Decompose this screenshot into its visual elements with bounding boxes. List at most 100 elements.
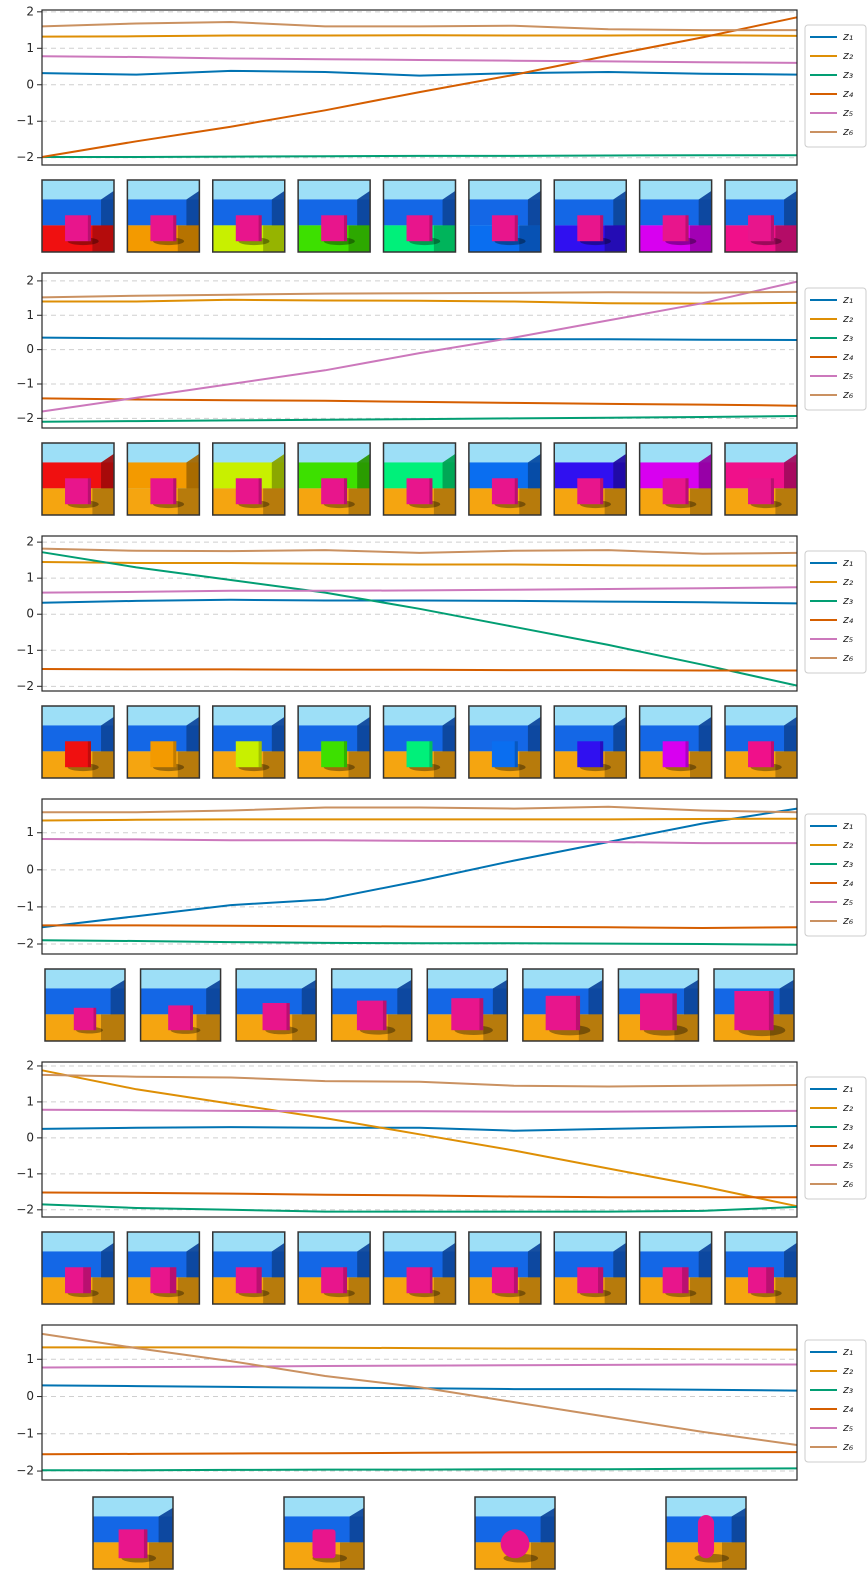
thumb-floor-shade [433,488,456,515]
legend-label: z₁ [842,293,853,306]
thumb-cube-side [173,741,177,768]
legend-label: z₂ [842,49,854,62]
series-line [42,805,798,814]
thumb-cube [321,741,348,768]
thumb-wall-side [731,1507,746,1548]
thumb-cube [262,1003,290,1031]
thumb-floor-shade [604,751,627,778]
thumb-cube-side [258,741,262,768]
thumb-cube-side [343,215,348,242]
legend-label: z₆ [842,651,854,664]
thumb-floor-shade [690,225,712,252]
thumb-frame [617,968,700,1042]
thumb-wall-side [186,453,200,494]
thumb-wall-shade [101,1242,114,1283]
thumb-wall-shade [527,190,541,231]
thumb-wall-shade [186,716,200,757]
thumb-cube-side [256,1267,262,1294]
y-tick-label: −2 [16,150,34,164]
thumb-wall-side [186,716,200,757]
y-tick-label: −1 [16,377,34,391]
legend-label: z₆ [842,914,854,927]
thumb-floor-shade [348,488,371,515]
thumbnail-strip [41,179,798,253]
legend-label: z₄ [842,613,854,626]
plot-frame [41,1324,798,1481]
legend-label: z₆ [842,1177,854,1190]
thumb-floor-shade [531,1542,555,1569]
series-line [41,586,798,594]
thumb-wall-shade [613,453,627,494]
thumb-wall-side [357,1242,371,1283]
y-tick-label: −2 [16,1464,34,1478]
thumb-wall-side [613,716,627,757]
thumb-floor-shade [604,225,627,252]
thumb-wall-side [206,979,221,1020]
thumb-cube-side [479,998,484,1031]
thumb-frame [468,705,542,779]
thumb-frame [382,442,457,516]
thumb-floor-shade [348,225,371,252]
thumb-wall-side [442,190,456,231]
series-line [41,290,798,299]
thumb-floor-shade [775,751,797,778]
thumb-floor-shade [101,1014,125,1041]
thumb-cube-side [258,478,262,505]
thumb-frame [724,179,798,253]
thumbnail-strip [44,968,795,1042]
thumb-wall-side [357,716,371,757]
plot-frame [41,535,798,692]
thumb-frame [665,1496,747,1570]
thumb-cube [406,1267,433,1294]
thumb-cube-side [286,1003,290,1031]
thumbnail-strip [41,705,798,779]
thumb-cube-side [770,741,774,768]
thumb-wall-side [442,1242,456,1283]
thumb-frame [724,1231,798,1305]
thumb-wall-shade [784,716,797,757]
y-tick-label: 0 [26,77,34,91]
series-line [41,1073,798,1088]
legend: z₁ z₂ z₃ z₄ z₅ z₆ [810,1345,854,1453]
series-line [41,598,798,605]
thumb-wall-shade [613,716,627,757]
series-line [41,336,798,341]
y-tick-label: −1 [16,114,34,128]
thumb-floor-shade [177,225,200,252]
thumb-cube [65,1267,91,1294]
y-tick-label: 0 [26,342,34,356]
chart-panel: −2 −1 0 1 2 z₁ z₂ z₃ z₄ z₅ z₆ [16,4,867,253]
thumb-cube-side [770,478,774,505]
thumb-floor-shade [92,751,114,778]
thumb-wall-side [527,1242,541,1283]
series-line [42,1346,798,1351]
thumb-wall-side [527,453,541,494]
thumb-frame [139,968,222,1042]
thumb-cube-side [685,215,689,242]
plot-frame [41,272,798,429]
legend-label: z₄ [842,350,854,363]
thumb-wall-shade [698,190,712,231]
thumb-cube [406,741,433,768]
series-line [41,1451,797,1456]
legend-label: z₅ [842,1158,853,1171]
thumb-cube [65,215,91,242]
thumb-wall-side [271,1242,285,1283]
thumb-cube-side [685,741,689,768]
thumb-frame [212,1231,286,1305]
thumb-wall-shade [442,716,456,757]
series-line [41,34,798,38]
legend-label: z₆ [842,125,854,138]
thumb-wall-shade [158,1507,173,1548]
legend-label: z₁ [842,1345,853,1358]
legend-label: z₁ [842,819,853,832]
thumb-wall-shade [698,1242,712,1283]
thumb-floor-shade [519,1277,541,1304]
thumb-floor-shade [519,488,541,515]
thumb-cube [406,478,433,505]
thumb-wall-side [492,979,508,1020]
thumb-wall-shade [492,979,508,1020]
thumb-frame [638,705,713,779]
thumb-frame [468,442,542,516]
thumb-floor-shade [196,1014,221,1041]
